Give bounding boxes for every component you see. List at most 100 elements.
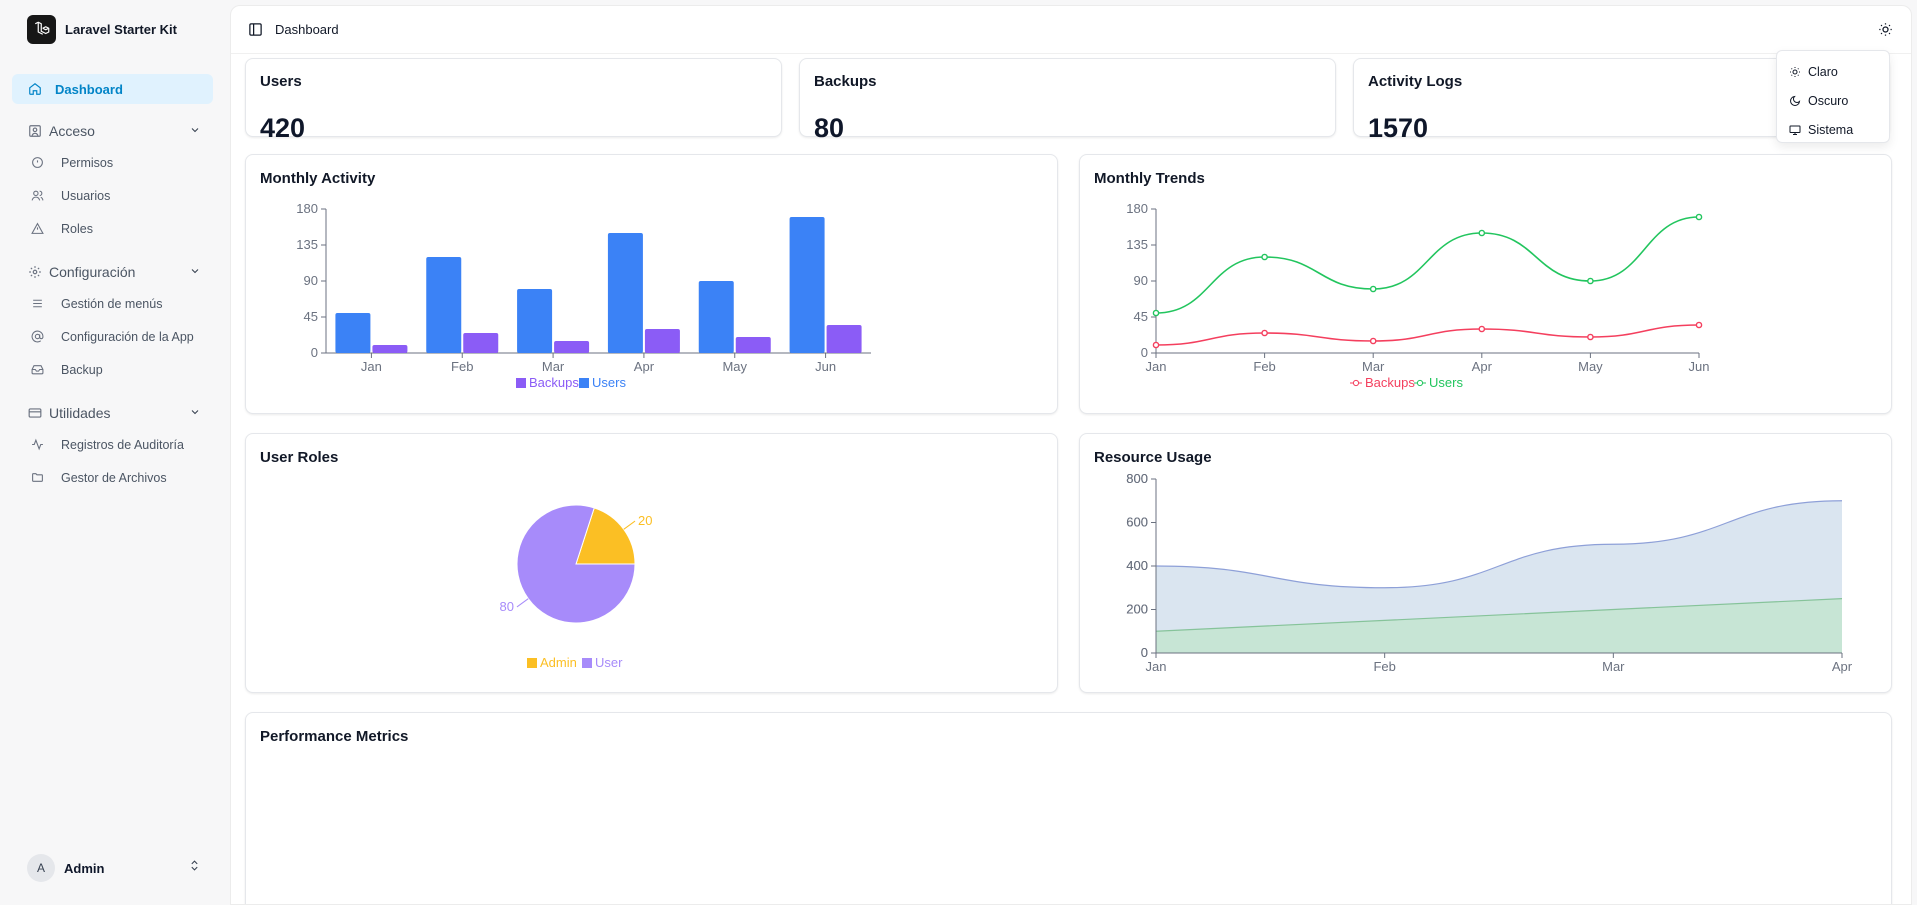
y-tick-label: 800 <box>1126 471 1148 486</box>
line-point <box>1695 213 1703 221</box>
brand[interactable]: Laravel Starter Kit <box>12 0 213 58</box>
main-content: Dashboard Users 420 Backups 80 Activity … <box>230 5 1912 905</box>
sidebar-toggle-icon[interactable] <box>247 22 263 38</box>
y-tick-label: 90 <box>1134 273 1148 288</box>
sidebar-item-roles[interactable]: Roles <box>12 212 213 245</box>
y-tick-label: 45 <box>304 309 318 324</box>
line-point <box>1695 321 1703 329</box>
menu-icon <box>29 296 45 312</box>
stat-title: Backups <box>814 73 877 90</box>
legend-label: User <box>595 655 623 670</box>
y-tick-label: 90 <box>304 273 318 288</box>
sun-icon <box>1788 65 1802 79</box>
theme-option-system[interactable]: Sistema <box>1777 115 1889 144</box>
sidebar-item-config-app[interactable]: Configuración de la App <box>12 320 213 353</box>
chevron-down-icon <box>189 405 201 421</box>
sidebar-item-permisos[interactable]: Permisos <box>12 146 213 179</box>
sun-icon[interactable] <box>1875 20 1895 40</box>
stat-card-users: Users 420 <box>245 58 782 143</box>
chart-title: Monthly Activity <box>260 170 376 187</box>
folder-icon <box>29 470 45 486</box>
sidebar-item-gestor-archivos[interactable]: Gestor de Archivos <box>12 461 213 494</box>
pie-label-line <box>516 598 529 608</box>
x-tick-label: Jan <box>1146 359 1167 374</box>
chevron-down-icon <box>189 123 201 139</box>
legend-swatch-users <box>579 378 589 388</box>
breadcrumb[interactable]: Dashboard <box>275 22 339 37</box>
inbox-icon <box>29 362 45 378</box>
legend-label: Users <box>1429 375 1463 390</box>
x-tick-label: Mar <box>1602 659 1625 674</box>
sidebar-item-usuarios[interactable]: Usuarios <box>12 179 213 212</box>
sidebar-item-label: Registros de Auditoría <box>61 437 184 452</box>
theme-option-label: Oscuro <box>1808 93 1849 108</box>
bar-chart: 0 45 90 135 180 Jan Feb Mar Apr May Jun Backups User… <box>296 201 871 390</box>
user-menu[interactable]: A Admin <box>12 846 213 890</box>
alert-circle-icon <box>29 155 45 171</box>
sidebar-group-utilidades[interactable]: Utilidades <box>12 398 213 428</box>
x-tick-label: Apr <box>634 359 655 374</box>
y-tick-label: 180 <box>1126 201 1148 216</box>
laravel-logo-icon <box>27 14 56 44</box>
sidebar-item-label: Backup <box>61 362 103 377</box>
line-point <box>1478 229 1486 237</box>
x-tick-label: May <box>1578 359 1603 374</box>
y-tick-label: 0 <box>1141 645 1148 660</box>
line-series-users <box>1155 216 1700 314</box>
line-point <box>1152 309 1160 317</box>
theme-option-label: Claro <box>1808 64 1838 79</box>
area-line-0 <box>1155 500 1843 589</box>
theme-option-light[interactable]: Claro <box>1777 57 1889 86</box>
line-point <box>1261 329 1268 337</box>
x-tick-label: Jun <box>1689 359 1710 374</box>
home-icon <box>27 81 43 97</box>
sidebar-item-backup[interactable]: Backup <box>12 353 213 386</box>
pie-data-label: 20 <box>638 513 652 528</box>
y-tick-label: 200 <box>1126 602 1148 617</box>
chevron-down-icon <box>189 264 201 280</box>
group-label: Acceso <box>49 123 95 139</box>
warning-triangle-icon <box>29 221 45 237</box>
sidebar-nav: Dashboard Acceso Permisos Usuarios <box>12 74 213 494</box>
moon-icon <box>1788 94 1802 108</box>
activity-icon <box>29 437 45 453</box>
line-point <box>1587 333 1594 341</box>
x-tick-label: Feb <box>1373 659 1395 674</box>
gear-icon <box>27 264 43 280</box>
stat-value: 1570 <box>1368 113 1429 143</box>
area-series-1 <box>1156 598 1842 653</box>
sidebar-item-label: Configuración de la App <box>61 329 194 344</box>
y-tick-label: 600 <box>1126 515 1148 530</box>
line-point <box>1478 325 1486 333</box>
line-series-backups <box>1155 324 1700 346</box>
card-performance-metrics: Performance Metrics <box>245 712 1892 904</box>
monitor-icon <box>1788 123 1802 137</box>
sidebar-item-gestion-menus[interactable]: Gestión de menús <box>12 287 213 320</box>
sidebar-item-dashboard[interactable]: Dashboard <box>12 74 213 104</box>
line-point <box>1369 285 1377 293</box>
chart-title: User Roles <box>260 449 339 466</box>
y-tick-label: 600 <box>1126 515 1148 530</box>
pie-label-line <box>623 520 636 530</box>
legend-marker-backups <box>1352 379 1360 387</box>
x-tick-label: Mar <box>1362 359 1385 374</box>
theme-option-dark[interactable]: Oscuro <box>1777 86 1889 115</box>
x-tick-label: Feb <box>451 359 473 374</box>
pie-slice-admin <box>575 507 636 565</box>
y-tick-label: 400 <box>1126 558 1148 573</box>
user-square-icon <box>27 123 43 139</box>
y-tick-label: 180 <box>296 201 318 216</box>
sidebar-group-configuracion[interactable]: Configuración <box>12 257 213 287</box>
sidebar-item-auditoria[interactable]: Registros de Auditoría <box>12 428 213 461</box>
legend-swatch-admin <box>527 658 537 668</box>
x-tick-label: Jan <box>1146 659 1167 674</box>
sidebar-group-acceso[interactable]: Acceso <box>12 116 213 146</box>
bar-users <box>517 289 553 353</box>
y-tick-label: 0 <box>1141 645 1148 660</box>
line-point <box>1152 341 1160 349</box>
pie-slice-user <box>516 504 636 624</box>
legend-swatch-backups <box>516 378 526 388</box>
topbar: Dashboard <box>231 6 1911 54</box>
chevrons-up-down-icon <box>188 859 201 877</box>
